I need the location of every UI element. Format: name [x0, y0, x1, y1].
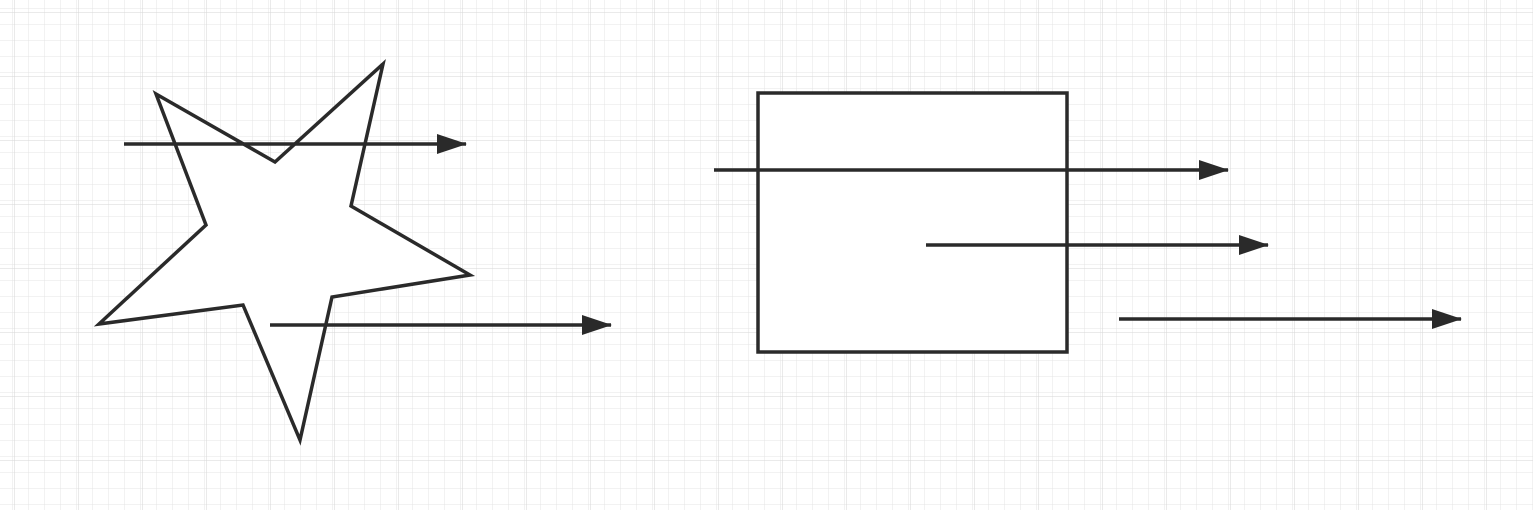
rectangle-shape[interactable] [756, 91, 1069, 354]
star-shape[interactable] [93, 58, 476, 446]
